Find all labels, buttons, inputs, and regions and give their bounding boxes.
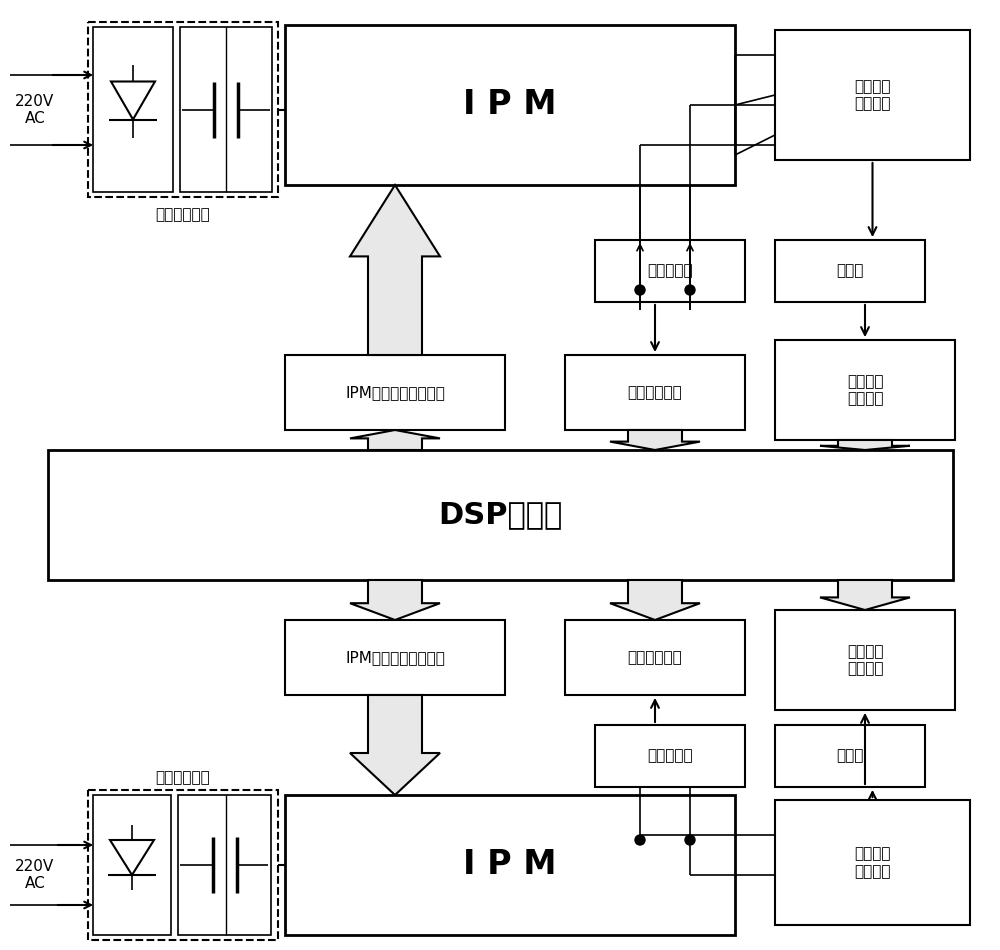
Polygon shape — [350, 580, 440, 620]
Circle shape — [635, 285, 645, 295]
Text: I P M: I P M — [463, 88, 557, 122]
Polygon shape — [350, 695, 440, 795]
Bar — [285, 620, 505, 695]
Circle shape — [685, 285, 695, 295]
Bar — [285, 25, 735, 185]
Bar — [178, 795, 271, 935]
Bar — [595, 240, 745, 302]
Circle shape — [635, 835, 645, 845]
Polygon shape — [610, 430, 700, 450]
Text: 霍尔传感器: 霍尔传感器 — [647, 263, 693, 278]
Polygon shape — [350, 185, 440, 355]
Text: DSP处理器: DSP处理器 — [438, 501, 563, 529]
Text: 光栅尺: 光栅尺 — [836, 749, 864, 764]
Bar — [88, 790, 278, 940]
Polygon shape — [350, 430, 440, 450]
Polygon shape — [820, 440, 910, 450]
Text: IPM隔离保护驱动电路: IPM隔离保护驱动电路 — [345, 385, 445, 400]
Text: 整流滤波电路: 整流滤波电路 — [156, 770, 210, 786]
Text: 220V
AC: 220V AC — [15, 94, 55, 126]
Polygon shape — [110, 840, 154, 875]
Text: IPM隔离保护驱动电路: IPM隔离保护驱动电路 — [345, 650, 445, 665]
Bar — [93, 27, 173, 192]
Bar — [775, 800, 970, 925]
Polygon shape — [610, 580, 700, 620]
Text: 永磁直线
同步电机: 永磁直线 同步电机 — [854, 846, 891, 879]
Text: 霍尔传感器: 霍尔传感器 — [647, 749, 693, 764]
Text: 位置速度
检测电路: 位置速度 检测电路 — [847, 373, 883, 407]
Bar — [285, 355, 505, 430]
Bar — [88, 22, 278, 197]
Bar — [48, 450, 953, 580]
Text: 光栅尺: 光栅尺 — [836, 263, 864, 278]
Bar — [595, 725, 745, 787]
Text: 位置速度
检测电路: 位置速度 检测电路 — [847, 644, 883, 676]
Bar — [775, 30, 970, 160]
Polygon shape — [111, 82, 155, 120]
Bar — [775, 610, 955, 710]
Text: 永磁直线
同步电机: 永磁直线 同步电机 — [854, 79, 891, 111]
Bar — [775, 340, 955, 440]
Bar — [775, 725, 925, 787]
Bar — [93, 795, 171, 935]
Bar — [180, 27, 272, 192]
Bar — [775, 240, 925, 302]
Bar — [565, 620, 745, 695]
Circle shape — [685, 835, 695, 845]
Polygon shape — [820, 580, 910, 610]
Bar — [565, 355, 745, 430]
Text: 整流滤波电路: 整流滤波电路 — [156, 207, 210, 222]
Text: 220V
AC: 220V AC — [15, 859, 55, 891]
Bar — [285, 795, 735, 935]
Text: 电流检测电路: 电流检测电路 — [628, 650, 682, 665]
Text: 电流检测电路: 电流检测电路 — [628, 385, 682, 400]
Text: I P M: I P M — [463, 848, 557, 882]
